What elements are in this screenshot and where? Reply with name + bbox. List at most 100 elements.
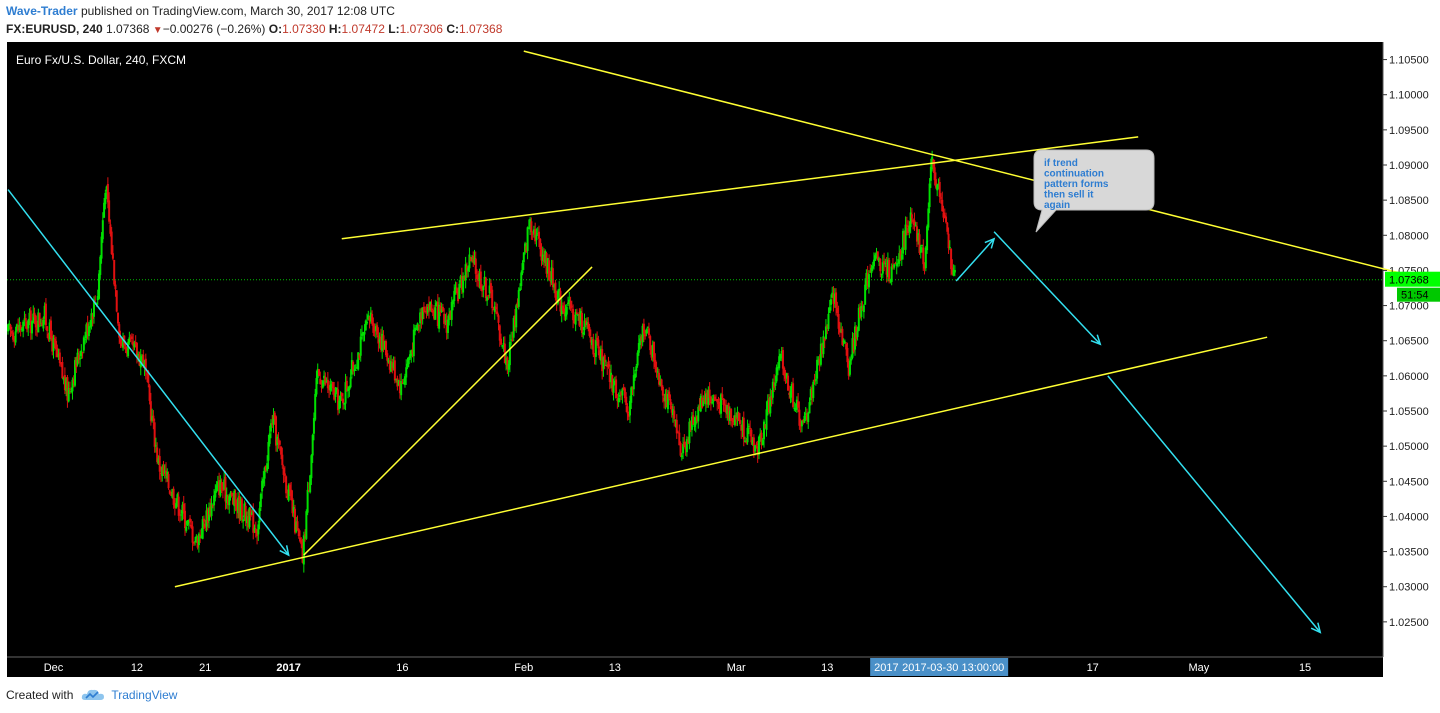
candle[interactable] xyxy=(670,402,673,418)
candle[interactable] xyxy=(833,288,836,308)
candle[interactable] xyxy=(697,404,700,429)
candle[interactable] xyxy=(433,305,436,321)
candle[interactable] xyxy=(549,271,552,287)
candle[interactable] xyxy=(81,351,84,359)
candle[interactable] xyxy=(584,318,587,328)
candle[interactable] xyxy=(180,510,183,521)
candle[interactable] xyxy=(106,177,109,209)
candle[interactable] xyxy=(702,395,705,407)
candle[interactable] xyxy=(694,410,697,433)
candle[interactable] xyxy=(951,259,954,276)
candle[interactable] xyxy=(513,309,516,332)
candle[interactable] xyxy=(588,324,591,338)
candle[interactable] xyxy=(156,442,159,465)
candle[interactable] xyxy=(837,305,840,335)
candle[interactable] xyxy=(651,340,654,362)
candle[interactable] xyxy=(120,338,123,348)
candle[interactable] xyxy=(171,488,174,499)
candle[interactable] xyxy=(539,238,542,257)
candle[interactable] xyxy=(326,372,329,394)
candle[interactable] xyxy=(658,368,661,387)
candle[interactable] xyxy=(417,324,420,334)
candle[interactable] xyxy=(477,270,480,288)
candle[interactable] xyxy=(76,348,79,367)
candle[interactable] xyxy=(921,244,924,253)
candle[interactable] xyxy=(692,408,695,425)
candle[interactable] xyxy=(659,375,662,387)
candle[interactable] xyxy=(103,197,106,219)
projection-arrow[interactable] xyxy=(955,237,996,282)
candle[interactable] xyxy=(573,314,576,324)
candle[interactable] xyxy=(862,304,865,319)
candle[interactable] xyxy=(860,300,863,321)
candle[interactable] xyxy=(395,378,398,383)
candle[interactable] xyxy=(947,227,950,254)
candle[interactable] xyxy=(680,452,683,461)
candle[interactable] xyxy=(867,270,870,294)
candle[interactable] xyxy=(128,331,131,345)
candle[interactable] xyxy=(304,529,307,542)
candle[interactable] xyxy=(62,376,65,385)
candle[interactable] xyxy=(933,159,936,186)
candle[interactable] xyxy=(668,387,671,401)
candle[interactable] xyxy=(847,358,850,380)
candle[interactable] xyxy=(856,326,859,341)
candle[interactable] xyxy=(732,415,735,426)
candle[interactable] xyxy=(82,335,85,354)
candle[interactable] xyxy=(682,437,685,460)
candle[interactable] xyxy=(919,244,922,259)
candle[interactable] xyxy=(424,306,427,313)
candle[interactable] xyxy=(172,486,175,509)
candle[interactable] xyxy=(690,411,693,437)
candle[interactable] xyxy=(431,308,434,317)
candle[interactable] xyxy=(501,344,504,349)
candle[interactable] xyxy=(159,466,162,483)
candle[interactable] xyxy=(202,515,205,529)
candle[interactable] xyxy=(187,519,190,530)
candle[interactable] xyxy=(512,315,515,342)
candle[interactable] xyxy=(353,364,356,377)
candle[interactable] xyxy=(555,290,558,311)
candle[interactable] xyxy=(567,296,570,306)
candle[interactable] xyxy=(352,360,355,375)
candle[interactable] xyxy=(282,464,285,484)
candle[interactable] xyxy=(494,302,497,314)
candle[interactable] xyxy=(335,387,338,395)
candle[interactable] xyxy=(261,477,264,499)
candle[interactable] xyxy=(564,304,567,322)
candle[interactable] xyxy=(804,407,807,421)
candle[interactable] xyxy=(773,374,776,393)
candle[interactable] xyxy=(492,307,495,311)
candle[interactable] xyxy=(8,320,11,331)
candle[interactable] xyxy=(23,311,26,327)
candle[interactable] xyxy=(807,411,810,429)
candle[interactable] xyxy=(340,391,343,402)
candle[interactable] xyxy=(642,318,645,343)
candle[interactable] xyxy=(517,287,520,310)
candle[interactable] xyxy=(592,333,595,358)
candle[interactable] xyxy=(923,262,926,275)
candle[interactable] xyxy=(333,381,336,401)
candle[interactable] xyxy=(371,310,374,326)
candle[interactable] xyxy=(604,359,607,366)
candle[interactable] xyxy=(607,356,610,369)
candle[interactable] xyxy=(312,412,315,441)
candle[interactable] xyxy=(416,322,419,332)
candle[interactable] xyxy=(32,305,35,324)
candle[interactable] xyxy=(244,502,247,527)
candle[interactable] xyxy=(449,310,452,320)
candle[interactable] xyxy=(869,264,872,273)
candle[interactable] xyxy=(579,308,582,331)
candle[interactable] xyxy=(899,249,902,261)
projection-arrow[interactable] xyxy=(1107,375,1322,634)
candle[interactable] xyxy=(204,519,207,531)
candle[interactable] xyxy=(444,313,447,326)
candle[interactable] xyxy=(229,490,232,501)
candle[interactable] xyxy=(596,331,599,346)
candle[interactable] xyxy=(113,259,116,287)
candle[interactable] xyxy=(859,302,862,320)
candle[interactable] xyxy=(215,481,218,493)
candle[interactable] xyxy=(737,411,740,422)
candle[interactable] xyxy=(278,440,281,451)
candle[interactable] xyxy=(66,374,69,408)
